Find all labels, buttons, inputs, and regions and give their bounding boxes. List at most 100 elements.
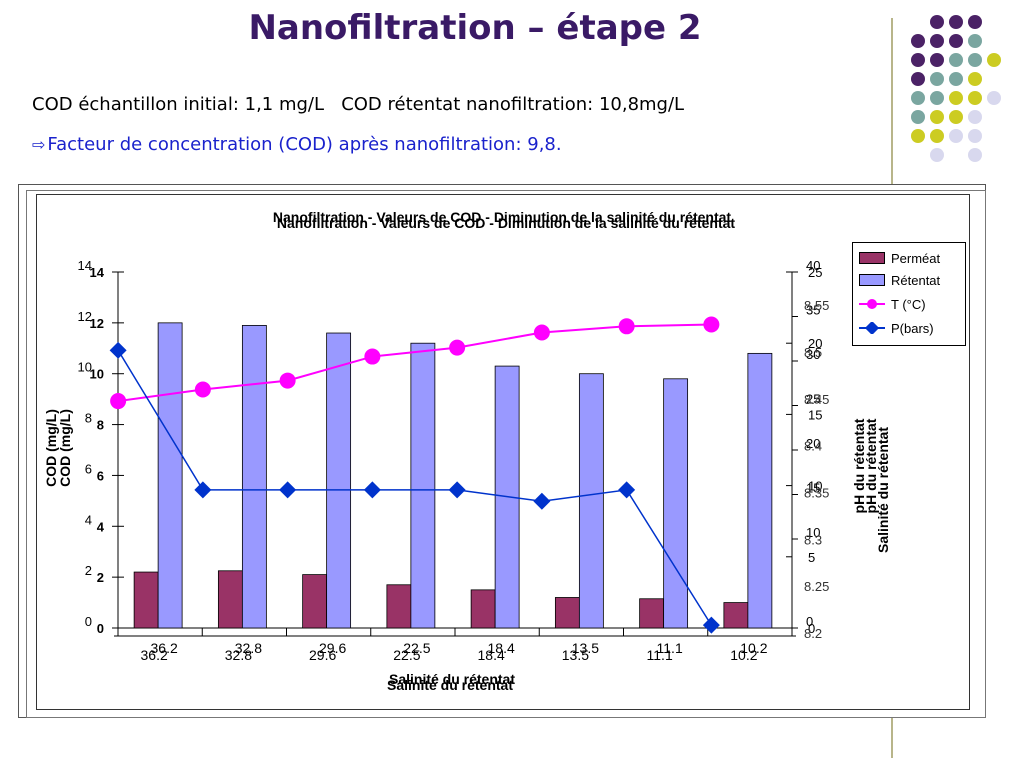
x-tick-label-shadow: 11.1 <box>647 647 673 663</box>
y-tick-label-shadow: 4 <box>97 519 105 534</box>
ghost-tick-label: 8.55 <box>804 298 829 313</box>
decorative-dot <box>987 53 1001 67</box>
bar-permeat <box>723 602 749 629</box>
legend-item-permeat: Perméat <box>859 249 940 267</box>
y3-tick-label: 40 <box>806 258 820 273</box>
x-tick-label: 36.2 <box>151 640 178 656</box>
y2-tick-label: 25 <box>808 265 822 280</box>
bar-permeat <box>217 570 243 629</box>
point-pressure <box>618 481 636 499</box>
legend-marker-temperature <box>859 298 885 310</box>
point-pressure <box>109 341 127 359</box>
y-tick-label-shadow: 12 <box>90 316 104 331</box>
y2-tick-label: 20 <box>808 336 822 351</box>
bar-retentat <box>410 342 436 629</box>
y3-tick-label: 25 <box>806 392 820 407</box>
x-tick-label-shadow: 18.4 <box>478 647 505 663</box>
y-tick-label: 14 <box>78 258 92 273</box>
x-tick-label-shadow: 32.8 <box>225 647 252 663</box>
y2-axis-label: pH du rétentat <box>851 418 867 513</box>
line-temperature <box>117 323 712 403</box>
ghost-tick-label: 8.3 <box>804 532 822 547</box>
chart-frame-shadow <box>26 190 986 718</box>
decorative-dot <box>930 34 944 48</box>
decorative-dot <box>949 34 963 48</box>
arrow-icon: ⇨ <box>32 135 46 154</box>
ghost-tick-label: 8.2 <box>804 626 822 641</box>
cod-summary-text: COD échantillon initial: 1,1 mg/L COD ré… <box>32 94 685 115</box>
legend-swatch-permeat <box>859 252 885 264</box>
decorative-dot <box>949 15 963 29</box>
legend-swatch-retentat <box>859 274 885 286</box>
bar-permeat <box>302 574 328 629</box>
bar-retentat <box>578 373 604 629</box>
decorative-dot <box>911 34 925 48</box>
concentration-factor-label: Facteur de concentration (COD) après nan… <box>47 134 562 155</box>
decorative-dot <box>911 129 925 143</box>
point-temperature <box>618 318 635 335</box>
x-tick-label: 18.4 <box>488 640 515 656</box>
y-tick-label: 8 <box>85 411 92 426</box>
y3-tick-label: 35 <box>806 303 820 318</box>
y-tick-label: 4 <box>85 512 92 527</box>
bar-permeat <box>133 571 159 629</box>
decorative-dot <box>930 53 944 67</box>
y-axis-label-shadow: COD (mg/L) <box>57 409 73 487</box>
ghost-tick-label: 8.35 <box>804 485 829 500</box>
bar-retentat <box>326 332 352 629</box>
point-temperature <box>279 372 296 389</box>
decorative-dot <box>968 34 982 48</box>
y3-tick-label: 0 <box>806 614 813 629</box>
x-tick-label: 13.5 <box>572 640 599 656</box>
point-pressure <box>702 616 720 634</box>
legend-label-temperature: T (°C) <box>891 296 926 312</box>
y-tick-label: 12 <box>78 309 92 324</box>
y3-axis-label: Salinité du rétentat <box>875 427 891 553</box>
x-tick-label-shadow: 22.5 <box>393 647 420 663</box>
y2-tick-label: 5 <box>808 550 815 565</box>
y-tick-label-shadow: 8 <box>97 418 104 433</box>
decorative-dot <box>968 129 982 143</box>
x-tick-label: 29.6 <box>319 640 346 656</box>
legend-item-temperature: T (°C) <box>859 295 926 313</box>
y-tick-label-shadow: 0 <box>97 621 104 636</box>
decorative-dot <box>968 53 982 67</box>
slide-title: Nanofiltration – étape 2 <box>248 8 702 48</box>
point-pressure <box>363 481 381 499</box>
point-pressure <box>448 481 466 499</box>
x-tick-label-shadow: 13.5 <box>562 647 589 663</box>
y3-tick-label: 30 <box>806 347 820 362</box>
legend-marker-pressure <box>859 320 885 336</box>
y2-tick-label: 15 <box>808 407 822 422</box>
y2-tick-label: 0 <box>808 621 815 636</box>
bar-permeat <box>386 584 412 629</box>
x-tick-label-shadow: 29.6 <box>309 647 336 663</box>
y3-tick-label: 20 <box>806 436 820 451</box>
x-tick-label-shadow: 10.2 <box>730 647 757 663</box>
bar-permeat <box>639 598 665 629</box>
concentration-factor-text: ⇨ Facteur de concentration (COD) après na… <box>32 134 562 155</box>
y-tick-label-shadow: 10 <box>90 367 104 382</box>
decorative-dot <box>968 15 982 29</box>
decorative-dot <box>968 110 982 124</box>
decorative-dot <box>930 148 944 162</box>
y3-tick-label: 15 <box>806 481 820 496</box>
y2-tick-label: 10 <box>808 479 822 494</box>
point-temperature <box>449 339 466 356</box>
legend-item-pressure: P(bars) <box>859 319 934 337</box>
x-tick-label: 10.2 <box>740 640 767 656</box>
decorative-dot <box>949 72 963 86</box>
decorative-dot <box>949 110 963 124</box>
x-tick-label: 32.8 <box>235 640 262 656</box>
point-pressure <box>533 492 551 510</box>
legend-label-pressure: P(bars) <box>891 320 934 336</box>
decorative-dot <box>987 91 1001 105</box>
legend-label-retentat: Rétentat <box>891 272 941 288</box>
decorative-dot <box>968 72 982 86</box>
y2-axis-label-shadow: pH du rétentat <box>863 418 879 513</box>
decorative-dot <box>930 91 944 105</box>
y-tick-label: 6 <box>85 461 92 476</box>
bar-retentat <box>241 324 267 629</box>
y-tick-label-shadow: 6 <box>97 468 104 483</box>
